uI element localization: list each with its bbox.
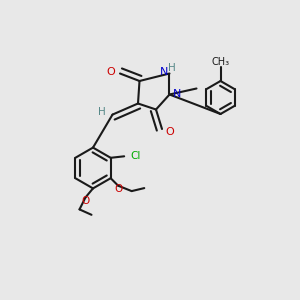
Text: O: O	[81, 196, 90, 206]
Text: O: O	[107, 67, 116, 77]
Text: N: N	[172, 89, 181, 100]
Text: Cl: Cl	[130, 151, 140, 161]
Text: N: N	[160, 67, 168, 77]
Text: O: O	[114, 184, 122, 194]
Text: H: H	[98, 107, 106, 117]
Text: H: H	[168, 63, 176, 73]
Text: O: O	[165, 127, 174, 137]
Text: CH₃: CH₃	[212, 57, 230, 67]
